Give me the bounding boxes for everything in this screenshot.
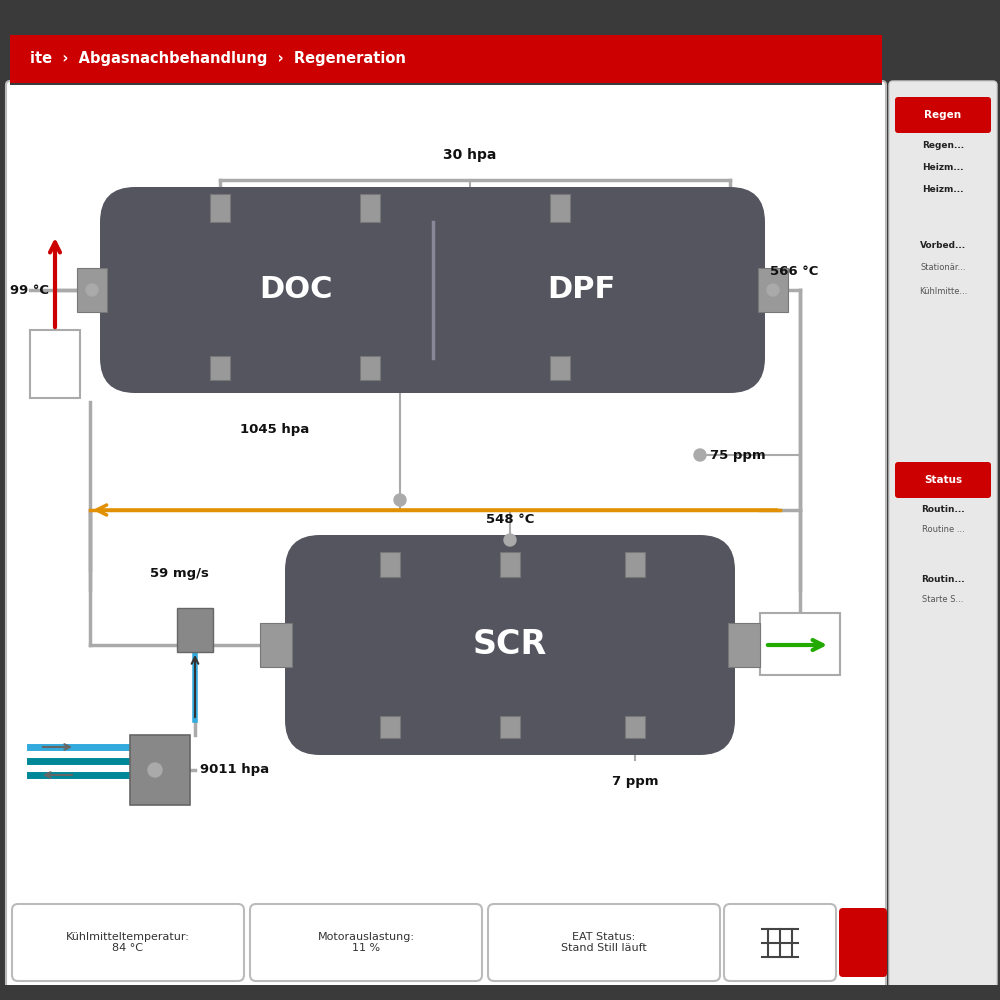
Text: 548 °C: 548 °C (486, 513, 534, 526)
FancyBboxPatch shape (285, 535, 735, 755)
Text: Starte S...: Starte S... (922, 595, 964, 604)
Text: DOC: DOC (259, 275, 332, 304)
Bar (625, 716, 645, 738)
FancyBboxPatch shape (6, 81, 886, 994)
Bar (500, 716, 520, 738)
Bar (260, 623, 292, 667)
Text: 59 mg/s: 59 mg/s (150, 566, 209, 580)
Bar (380, 552, 400, 577)
FancyBboxPatch shape (889, 81, 997, 994)
Bar (550, 356, 570, 380)
Text: Motorauslastung:
11 %: Motorauslastung: 11 % (318, 932, 415, 953)
Circle shape (767, 284, 779, 296)
Circle shape (148, 763, 162, 777)
Circle shape (394, 494, 406, 506)
FancyBboxPatch shape (724, 904, 836, 981)
Bar (728, 623, 760, 667)
Bar (210, 194, 230, 222)
Text: Heizm...: Heizm... (922, 184, 964, 194)
Bar (130, 735, 190, 805)
Bar (360, 194, 380, 222)
Text: Routin...: Routin... (921, 506, 965, 514)
Text: 30 hpa: 30 hpa (443, 148, 497, 162)
FancyBboxPatch shape (895, 97, 991, 133)
Bar (625, 552, 645, 577)
Text: Heizm...: Heizm... (922, 162, 964, 172)
Text: Routin...: Routin... (921, 576, 965, 584)
Text: Kühlmitte...: Kühlmitte... (919, 288, 967, 296)
Bar (210, 356, 230, 380)
Text: Kühlmitteltemperatur:
84 °C: Kühlmitteltemperatur: 84 °C (66, 932, 190, 953)
Bar (10, 35, 882, 83)
Text: 7 ppm: 7 ppm (612, 775, 658, 788)
FancyBboxPatch shape (100, 187, 765, 393)
Text: Routine ...: Routine ... (922, 526, 964, 534)
Bar (177, 608, 213, 652)
Bar (360, 356, 380, 380)
Text: EAT Status:
Stand Still läuft: EAT Status: Stand Still läuft (561, 932, 647, 953)
Text: 9011 hpa: 9011 hpa (200, 764, 269, 776)
Text: 75 ppm: 75 ppm (710, 448, 766, 462)
Text: ite  ›  Abgasnachbehandlung  ›  Regeneration: ite › Abgasnachbehandlung › Regeneration (30, 51, 406, 66)
FancyBboxPatch shape (488, 904, 720, 981)
Circle shape (504, 534, 516, 546)
Bar (760, 613, 840, 675)
Bar (550, 194, 570, 222)
Bar (380, 716, 400, 738)
Bar (758, 268, 788, 312)
FancyBboxPatch shape (895, 462, 991, 498)
Text: Vorbed...: Vorbed... (920, 240, 966, 249)
Circle shape (86, 284, 98, 296)
FancyBboxPatch shape (839, 908, 887, 977)
Text: Regen...: Regen... (922, 140, 964, 149)
Bar (10, 10, 882, 85)
Text: SCR: SCR (473, 629, 547, 662)
Text: 1045 hpa: 1045 hpa (240, 424, 309, 436)
Circle shape (694, 449, 706, 461)
Text: Stationär...: Stationär... (920, 263, 966, 272)
Text: DPF: DPF (547, 275, 615, 304)
Bar (30, 330, 80, 398)
Bar (0, 985, 1000, 1000)
Bar (500, 552, 520, 577)
Text: Status: Status (924, 475, 962, 485)
Text: Regen: Regen (924, 110, 962, 120)
Text: 99 °C: 99 °C (10, 284, 49, 296)
Text: 566 °C: 566 °C (770, 265, 818, 278)
FancyBboxPatch shape (12, 904, 244, 981)
FancyBboxPatch shape (250, 904, 482, 981)
Bar (77, 268, 107, 312)
